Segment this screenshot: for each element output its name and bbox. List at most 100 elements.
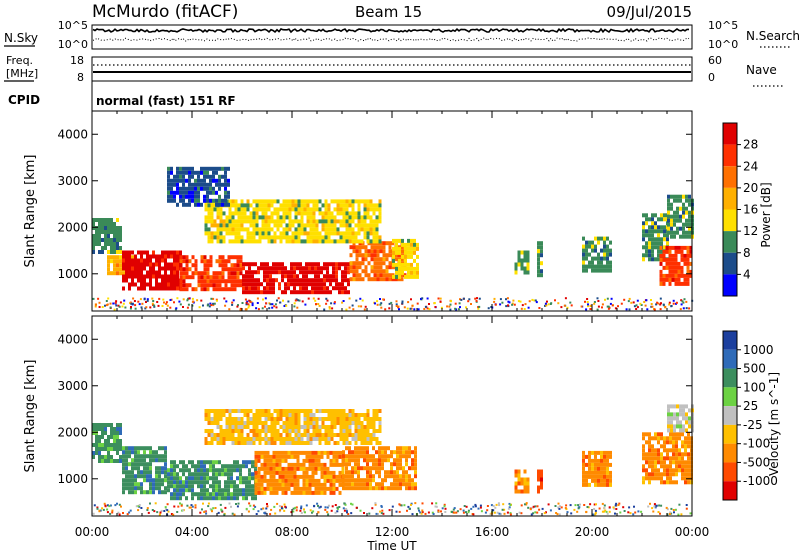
power-echo-cell [276, 227, 280, 232]
power-echo-cell [680, 269, 684, 274]
velocity-echo-cell [219, 441, 223, 445]
power-echo-cell [335, 278, 338, 283]
time-tick-label: 00:00 [675, 525, 710, 539]
velocity-scatter-point [260, 508, 263, 511]
velocity-echo-cell [137, 458, 140, 463]
velocity-echo-cell [339, 413, 343, 417]
power-echo-cell [207, 215, 211, 220]
power-echo-cell [376, 253, 380, 258]
power-x-ticks [91, 111, 693, 311]
velocity-echo-cell [272, 462, 276, 467]
power-scatter-point [124, 306, 127, 309]
power-echo-cell [237, 239, 241, 244]
power-echo-cell [344, 286, 347, 291]
velocity-echo-cell [305, 474, 309, 479]
velocity-echo-cell [670, 416, 673, 421]
velocity-echo-cell [276, 417, 280, 421]
velocity-echo-cell [366, 429, 370, 433]
power-echo-cell [400, 249, 404, 254]
velocity-echo-cell [296, 462, 300, 467]
power-echo-cell [324, 227, 328, 232]
power-echo-cell [657, 237, 660, 242]
velocity-colorbar-segment [723, 387, 737, 407]
power-echo-cell [285, 231, 289, 236]
power-echo-cell [119, 230, 122, 234]
velocity-echo-cell [673, 404, 676, 409]
power-echo-cell [107, 226, 110, 230]
power-echo-cell [176, 174, 179, 179]
power-echo-cell [113, 226, 116, 230]
power-scatter-point [282, 299, 284, 302]
power-echo-cell [358, 273, 362, 278]
velocity-echo-cell [257, 454, 261, 459]
velocity-echo-cell [679, 428, 682, 433]
power-echo-cell [104, 222, 107, 226]
velocity-echo-cell [267, 425, 271, 429]
velocity-echo-cell [345, 466, 348, 471]
velocity-echo-cell [303, 429, 307, 433]
velocity-echo-cell [296, 458, 300, 463]
power-scatter-point [161, 305, 164, 307]
velocity-scatter-point [212, 507, 215, 510]
velocity-echo-cell [225, 421, 229, 425]
power-echo-cell [173, 198, 176, 203]
power-echo-cell [164, 274, 167, 279]
power-scatter-point [566, 306, 569, 309]
velocity-echo-cell [249, 421, 253, 425]
power-echo-cell [249, 231, 253, 236]
velocity-echo-cell [131, 466, 134, 471]
velocity-echo-cell [182, 464, 185, 469]
velocity-scatter-point [549, 509, 552, 512]
velocity-scatter-point [557, 506, 560, 509]
power-echo-cell [361, 253, 365, 258]
power-echo-cell [373, 249, 377, 254]
velocity-echo-cell [357, 417, 361, 421]
velocity-scatter-point [674, 508, 677, 511]
power-scatter-point [121, 305, 124, 308]
power-echo-cell [354, 235, 358, 240]
power-echo-cell [659, 257, 663, 262]
power-echo-cell [182, 271, 186, 276]
power-echo-cell [233, 271, 237, 276]
nave-label: Nave [746, 63, 777, 77]
velocity-echo-cell [390, 482, 393, 487]
power-echo-cell [373, 265, 377, 270]
velocity-scatter-point [116, 502, 118, 505]
power-echo-cell [670, 206, 673, 211]
velocity-scatter-point [290, 511, 293, 514]
power-echo-cell [642, 225, 645, 230]
power-echo-cell [318, 239, 322, 244]
power-echo-cell [107, 250, 110, 254]
time-tick-label: 00:00 [75, 525, 110, 539]
velocity-scatter-point [444, 507, 447, 510]
velocity-echo-cell [345, 421, 349, 425]
power-echo-cell [255, 203, 259, 208]
power-echo-cell [158, 266, 161, 271]
velocity-scatter-point [654, 506, 657, 509]
power-echo-cell [401, 242, 404, 247]
velocity-echo-cell [212, 476, 215, 481]
velocity-echo-cell [125, 454, 128, 459]
power-colorbar-tick-label: 12 [743, 224, 758, 238]
power-echo-cell [158, 274, 161, 279]
power-echo-cell [254, 270, 257, 275]
power-echo-cell [318, 211, 322, 216]
power-echo-cell [606, 264, 609, 269]
velocity-echo-cell [682, 412, 685, 417]
power-scatter-point [679, 308, 682, 311]
velocity-echo-cell [299, 466, 303, 471]
velocity-echo-cell [354, 482, 357, 487]
power-echo-cell [360, 215, 364, 220]
power-echo-cell [224, 283, 228, 288]
velocity-echo-cell [688, 424, 691, 429]
power-echo-cell [332, 286, 335, 291]
power-echo-cell [309, 207, 313, 212]
power-echo-cell [149, 286, 152, 291]
velocity-echo-cell [333, 425, 337, 429]
velocity-echo-cell [170, 492, 173, 497]
velocity-echo-cell [158, 474, 161, 479]
velocity-scatter-point [459, 508, 462, 511]
velocity-echo-cell [645, 440, 648, 445]
power-echo-cell [161, 278, 164, 283]
velocity-echo-cell [279, 409, 283, 413]
